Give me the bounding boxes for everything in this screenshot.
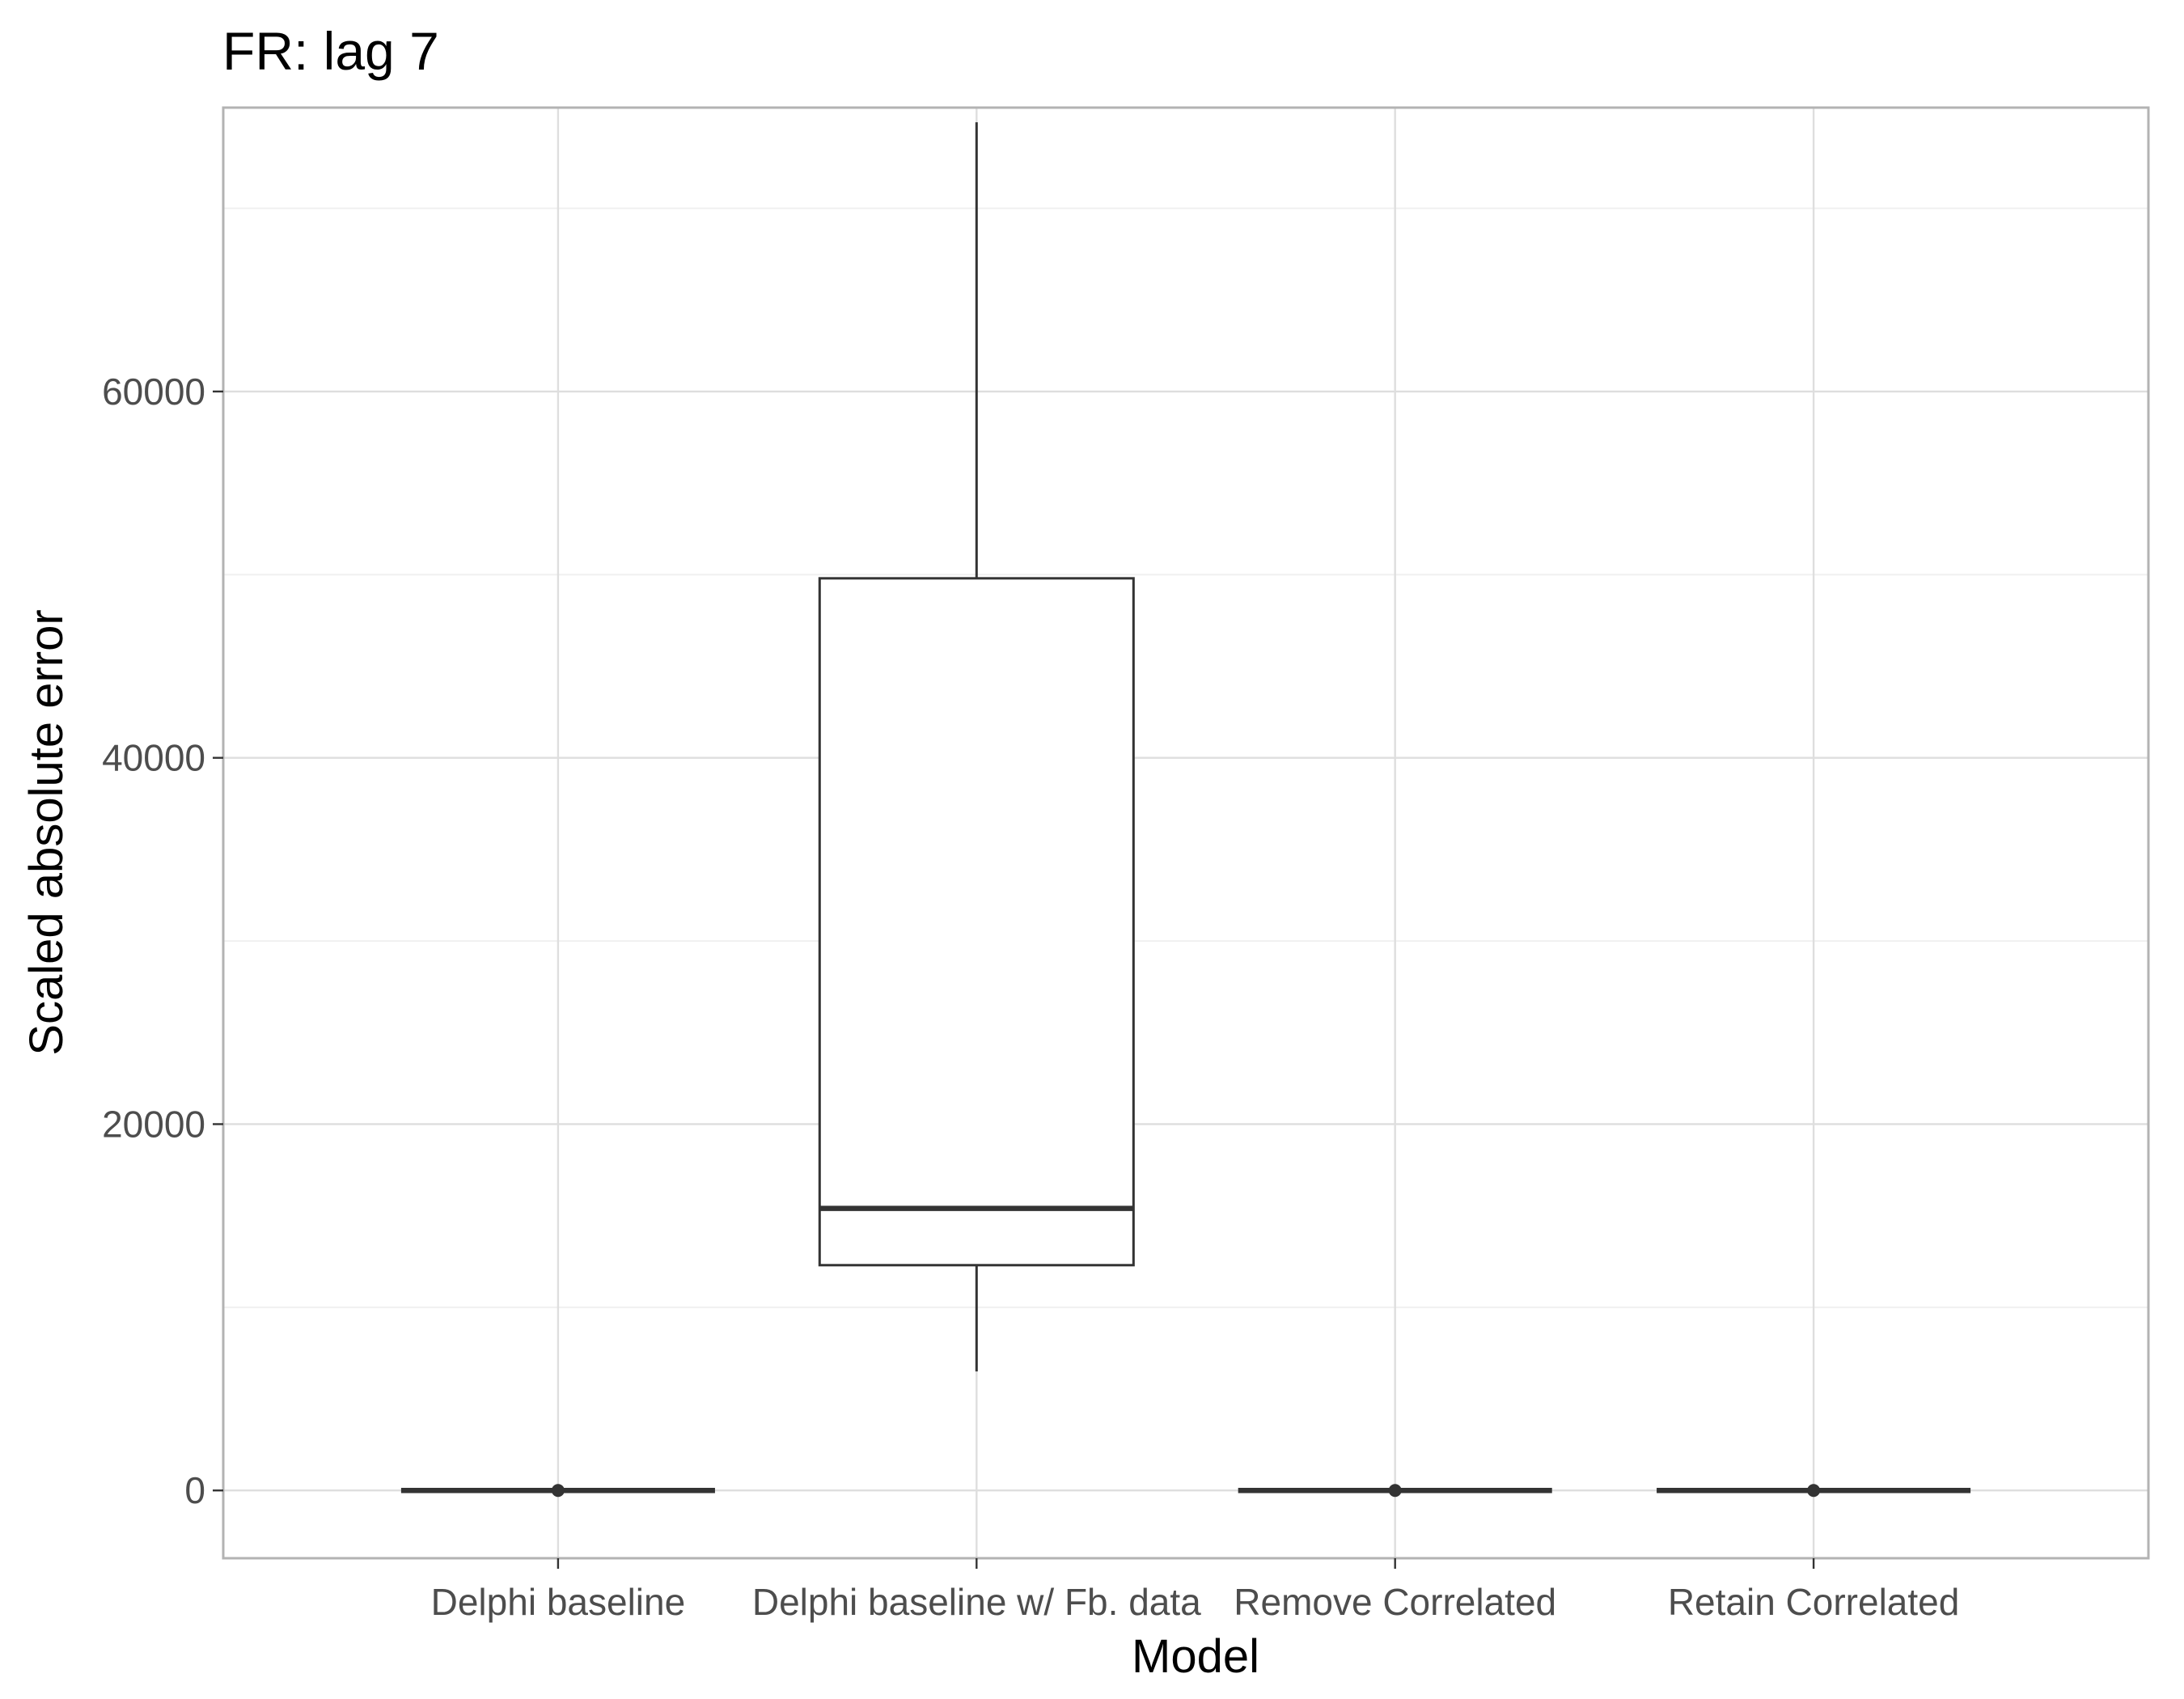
y-tick-label: 60000 bbox=[102, 371, 205, 413]
y-axis-title: Scaled absolute error bbox=[20, 609, 73, 1055]
x-tick-label: Delphi baseline bbox=[431, 1581, 686, 1623]
outlier-point bbox=[1807, 1484, 1821, 1498]
y-tick-label: 40000 bbox=[102, 737, 205, 779]
box-1 bbox=[818, 122, 1135, 1372]
outlier-point bbox=[551, 1484, 565, 1498]
plot-panel-border bbox=[222, 106, 2150, 1560]
chart-title: FR: lag 7 bbox=[222, 21, 439, 81]
y-tick-label: 0 bbox=[184, 1469, 205, 1511]
boxes bbox=[400, 122, 1971, 1498]
box-iqr bbox=[818, 577, 1135, 1267]
y-tick-label: 20000 bbox=[102, 1103, 205, 1145]
box-0 bbox=[400, 1484, 715, 1498]
x-axis-ticks: Delphi baseline Delphi baseline w/ Fb. da… bbox=[431, 1558, 1960, 1623]
x-tick-label: Remove Correlated bbox=[1234, 1581, 1556, 1623]
x-axis-title: Model bbox=[1132, 1630, 1259, 1683]
y-axis-ticks: 0 20000 40000 60000 bbox=[102, 371, 223, 1511]
box-3 bbox=[1657, 1484, 1971, 1498]
outlier-point bbox=[1388, 1484, 1402, 1498]
x-tick-label: Delphi baseline w/ Fb. data bbox=[752, 1581, 1201, 1623]
x-tick-label: Retain Correlated bbox=[1668, 1581, 1960, 1623]
box-2 bbox=[1238, 1484, 1552, 1498]
